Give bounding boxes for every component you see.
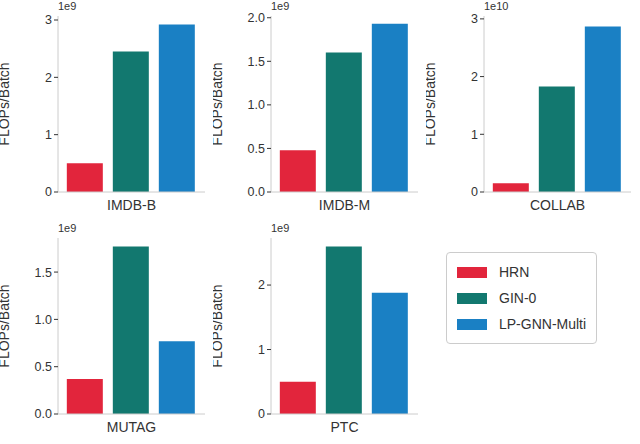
svg-text:1: 1	[258, 343, 265, 357]
svg-text:0: 0	[471, 185, 478, 199]
svg-text:0: 0	[45, 185, 52, 199]
html-text:1e9: 1e9	[271, 222, 290, 234]
svg-text:FLOPs/Batch: FLOPs/Batch	[213, 284, 225, 367]
svg-text:FLOPs/Batch: FLOPs/Batch	[8, 62, 12, 145]
html-text:GIN-0: GIN-0	[499, 290, 537, 306]
svg-text:2: 2	[258, 278, 265, 292]
html-text:1e9: 1e9	[271, 0, 290, 12]
svg-text:1.5: 1.5	[35, 266, 52, 280]
svg-text:1.0: 1.0	[248, 98, 265, 112]
svg-text:PTC: PTC	[331, 419, 359, 435]
svg-text:0.0: 0.0	[248, 185, 265, 199]
svg-text:0.5: 0.5	[248, 142, 265, 156]
svg-text:IMDB-B: IMDB-B	[107, 197, 156, 213]
svg-text:1.5: 1.5	[248, 55, 265, 69]
svg-text:3: 3	[45, 13, 52, 27]
svg-text:IMDB-M: IMDB-M	[319, 197, 370, 213]
svg-text:0.5: 0.5	[35, 360, 52, 374]
svg-text:0: 0	[258, 407, 265, 421]
svg-text:FLOPs/Batch: FLOPs/Batch	[426, 62, 438, 145]
svg-text:1: 1	[45, 128, 52, 142]
svg-text:MUTAG: MUTAG	[107, 419, 157, 435]
html-text:1e9: 1e9	[58, 0, 77, 12]
svg-text:FLOPs/Batch: FLOPs/Batch	[8, 284, 12, 367]
svg-text:3: 3	[471, 12, 478, 26]
svg-text:2: 2	[471, 70, 478, 84]
html-text:1e9: 1e9	[58, 222, 77, 234]
html-text:1e10: 1e10	[484, 0, 509, 12]
svg-text:2: 2	[45, 71, 52, 85]
svg-text:FLOPs/Batch: FLOPs/Batch	[213, 62, 225, 145]
html-text:HRN: HRN	[499, 264, 530, 280]
svg-text:2.0: 2.0	[248, 11, 265, 25]
html-text:LP-GNN-Multi: LP-GNN-Multi	[499, 316, 587, 332]
svg-text:0.0: 0.0	[35, 407, 52, 421]
svg-text:1.0: 1.0	[35, 313, 52, 327]
svg-text:1: 1	[471, 128, 478, 142]
svg-text:COLLAB: COLLAB	[530, 197, 585, 213]
